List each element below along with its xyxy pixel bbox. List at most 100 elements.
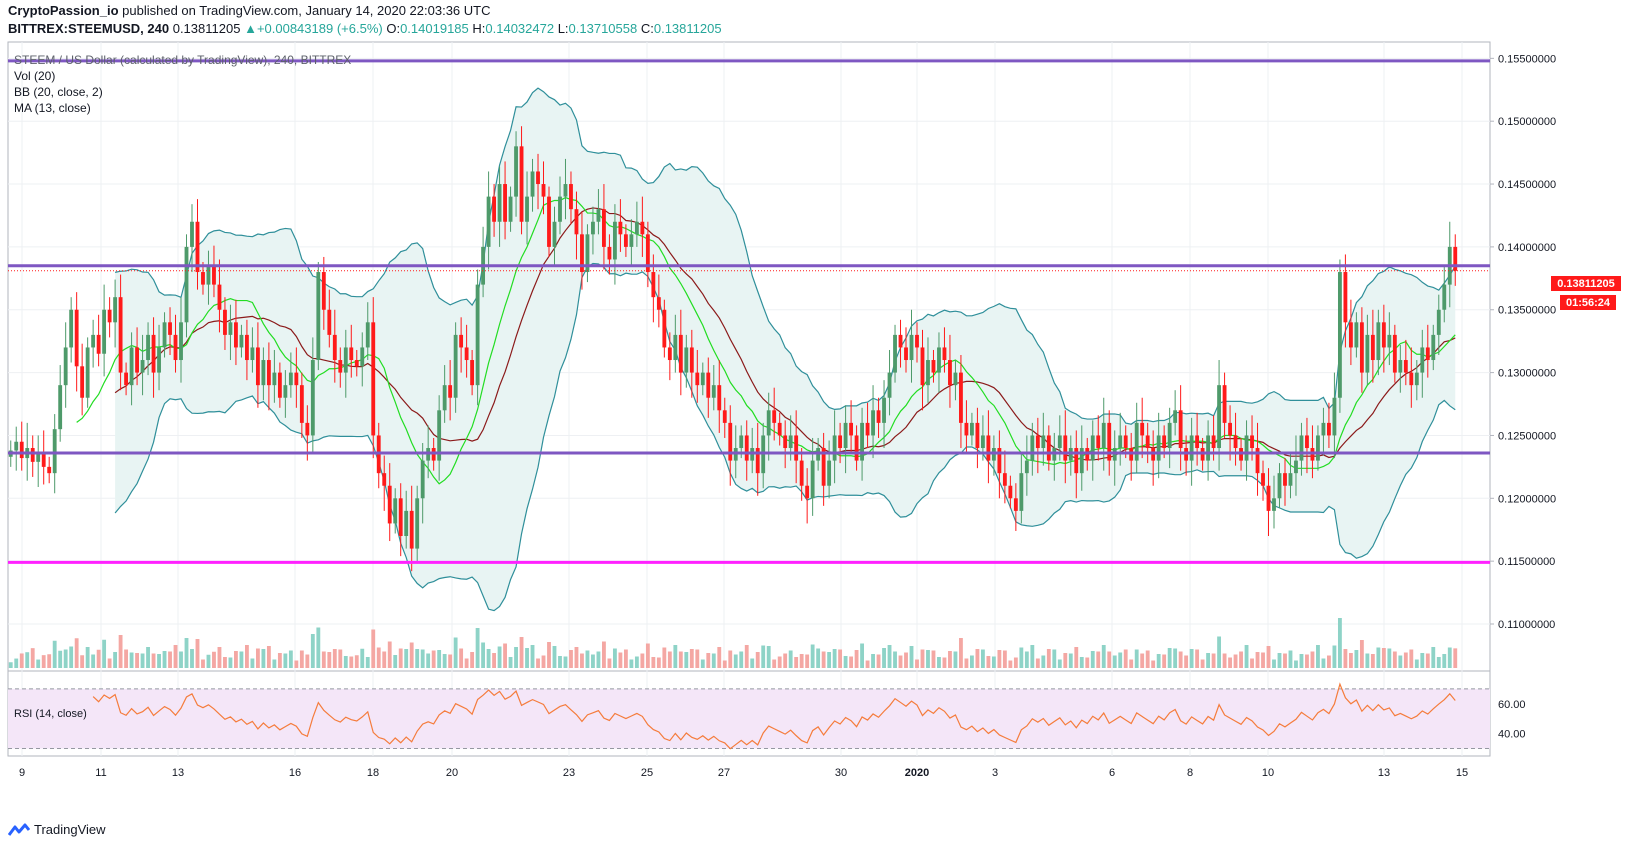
volume-bar bbox=[1447, 647, 1452, 668]
volume-bar bbox=[700, 659, 705, 668]
candle-body bbox=[871, 410, 875, 436]
time-tick-label: 13 bbox=[1378, 767, 1390, 779]
volume-bar bbox=[1024, 651, 1029, 668]
volume-bar bbox=[926, 650, 930, 668]
candle-body bbox=[459, 334, 464, 348]
volume-bar bbox=[206, 654, 211, 668]
candle-body bbox=[1244, 435, 1249, 461]
candle-body bbox=[607, 246, 612, 260]
candle-body bbox=[805, 485, 810, 499]
volume-bar bbox=[503, 643, 507, 668]
volume-bar bbox=[305, 654, 310, 668]
candle-body bbox=[612, 221, 617, 260]
candle-body bbox=[678, 334, 683, 373]
candle-body bbox=[255, 347, 260, 386]
volume-bar bbox=[673, 645, 678, 668]
volume-bar bbox=[266, 646, 271, 668]
candle-body bbox=[1316, 435, 1320, 461]
volume-bar bbox=[343, 656, 348, 668]
candle-body bbox=[58, 385, 63, 430]
close-label: C: bbox=[640, 21, 654, 36]
volume-bar bbox=[1370, 654, 1375, 668]
candle-body bbox=[1134, 422, 1139, 461]
candle-body bbox=[1074, 448, 1079, 474]
horizontal-levels[interactable] bbox=[8, 59, 1490, 564]
candle-body bbox=[1035, 435, 1040, 449]
candle-body bbox=[404, 510, 409, 537]
candle-body bbox=[1305, 435, 1309, 449]
footer-brand[interactable]: TradingView bbox=[34, 822, 106, 837]
volume-bar bbox=[1266, 646, 1271, 668]
volume-bar bbox=[277, 653, 282, 668]
volume-bar bbox=[574, 647, 579, 668]
volume-bar bbox=[1431, 647, 1436, 668]
candle-body bbox=[30, 448, 35, 462]
volume-bar bbox=[1189, 649, 1194, 668]
candle-body bbox=[497, 184, 502, 222]
volume-bar bbox=[365, 657, 370, 668]
volume-bar bbox=[860, 643, 864, 668]
candle-body bbox=[810, 460, 815, 499]
volume-bar bbox=[14, 658, 19, 668]
volume-bar bbox=[151, 653, 156, 668]
candle-body bbox=[1162, 435, 1167, 449]
volume-bar bbox=[975, 649, 980, 668]
price-badge-text: 0.13811205 bbox=[1557, 278, 1615, 290]
candle-body bbox=[909, 334, 914, 361]
volume-bar bbox=[453, 637, 458, 668]
candle-body bbox=[1387, 334, 1392, 348]
candle-body bbox=[63, 347, 68, 386]
volume-bar bbox=[244, 645, 249, 668]
author-name[interactable]: CryptoPassion_io bbox=[8, 3, 119, 18]
volume-bar bbox=[1272, 659, 1276, 668]
volume-bar bbox=[228, 657, 233, 668]
last-price: 0.13811205 bbox=[172, 21, 241, 36]
volume-bar bbox=[107, 658, 112, 668]
volume-bar bbox=[931, 650, 936, 668]
high-value: 0.14032472 bbox=[485, 21, 555, 36]
candle-body bbox=[838, 435, 843, 449]
candle-body bbox=[1403, 360, 1408, 373]
symbol-header: BITTREX:STEEMUSD, 240 0.13811205 ▲+0.008… bbox=[8, 21, 722, 36]
volume-bar bbox=[761, 645, 766, 668]
volume-bar bbox=[1414, 659, 1419, 668]
volume-bar bbox=[618, 652, 623, 668]
candle-body bbox=[234, 322, 238, 348]
candle-body bbox=[514, 146, 518, 197]
candle-body bbox=[920, 347, 925, 386]
candle-body bbox=[508, 196, 513, 222]
volume-bar bbox=[766, 646, 771, 668]
candle-body bbox=[854, 435, 859, 461]
volume-bar bbox=[695, 649, 700, 668]
candle-body bbox=[651, 272, 656, 298]
volume-bar bbox=[964, 658, 969, 668]
candle-body bbox=[717, 385, 722, 411]
candle-body bbox=[36, 453, 41, 462]
candle-body bbox=[124, 372, 129, 386]
candle-body bbox=[1392, 334, 1397, 373]
volume-bar bbox=[525, 648, 529, 668]
candle-body bbox=[783, 435, 788, 449]
candle-body bbox=[135, 347, 139, 373]
volume-bar bbox=[1123, 649, 1128, 668]
candle-body bbox=[1030, 435, 1035, 461]
volume-bar bbox=[580, 653, 584, 668]
candle-body bbox=[338, 360, 343, 373]
candle-body bbox=[558, 196, 562, 222]
candle-body bbox=[1107, 422, 1112, 461]
candle-body bbox=[470, 360, 475, 386]
volume-bar bbox=[607, 658, 612, 668]
candle-body bbox=[409, 510, 414, 549]
candle-body bbox=[195, 221, 200, 273]
volume-bar bbox=[772, 659, 777, 668]
candle-body bbox=[937, 347, 941, 373]
volume-bar bbox=[1195, 649, 1200, 668]
candle-body bbox=[1343, 272, 1348, 323]
volume-bar bbox=[19, 653, 24, 668]
volume-bar bbox=[1442, 654, 1447, 668]
volume-bar bbox=[426, 653, 431, 668]
candle-body bbox=[146, 334, 150, 361]
volume-bar bbox=[283, 653, 288, 668]
volume-bar bbox=[602, 641, 606, 668]
